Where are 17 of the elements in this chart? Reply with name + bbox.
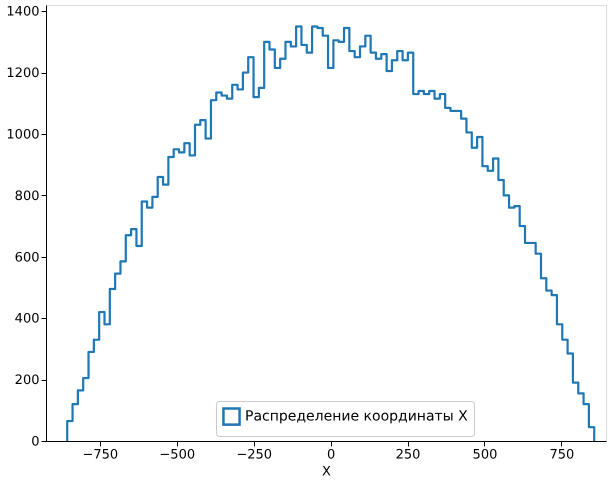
x-tick-label: −750 — [82, 448, 118, 462]
y-tick-label: 200 — [14, 373, 40, 388]
x-tick-label: −500 — [159, 448, 196, 462]
y-tick-label: 1000 — [6, 127, 40, 142]
x-tick-label: 500 — [472, 448, 498, 462]
y-tick-label: 1200 — [6, 66, 40, 82]
y-tick-label: 0 — [31, 434, 40, 450]
x-tick-label: −250 — [236, 448, 272, 462]
x-axis-title: X — [322, 464, 332, 480]
y-tick-label: 1400 — [6, 4, 40, 20]
legend-label: Распределение координаты X — [245, 408, 468, 424]
y-tick-label: 800 — [14, 188, 40, 204]
x-tick-label: 750 — [549, 448, 574, 462]
y-tick-label: 600 — [14, 250, 40, 266]
y-tick-label: 400 — [14, 312, 40, 327]
x-tick-label: 0 — [326, 448, 336, 462]
x-tick-label: 250 — [396, 448, 420, 462]
